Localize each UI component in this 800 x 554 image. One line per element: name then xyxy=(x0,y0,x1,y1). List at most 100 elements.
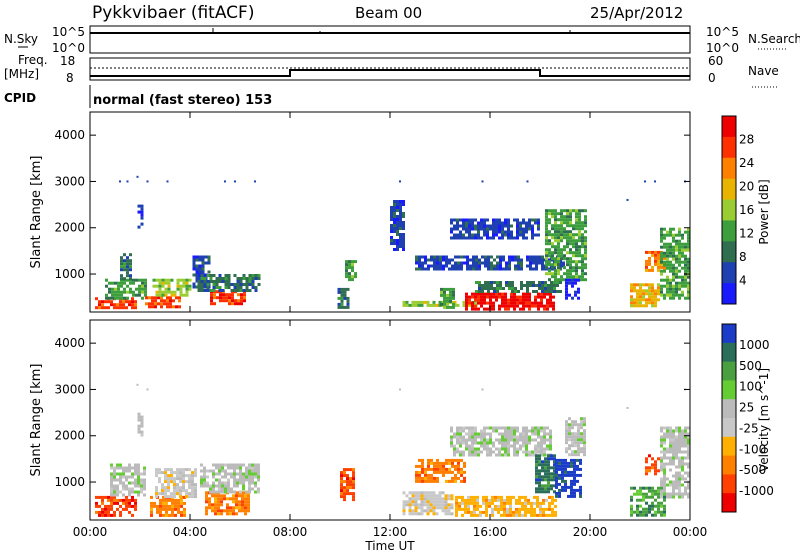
velocity-cell xyxy=(681,441,684,445)
velocity-cell xyxy=(429,497,433,501)
power-cell xyxy=(239,277,243,280)
power-cell xyxy=(496,281,499,284)
power-cell xyxy=(678,245,681,249)
power-cell xyxy=(639,292,642,296)
velocity-cell xyxy=(531,453,534,457)
velocity-cell xyxy=(684,450,687,454)
velocity-cell xyxy=(116,501,119,505)
velocity-cell xyxy=(174,498,177,502)
power-cell xyxy=(535,284,538,287)
velocity-cell xyxy=(573,473,576,477)
power-cell xyxy=(477,224,480,228)
velocity-cell xyxy=(543,441,546,445)
power-cell xyxy=(185,278,189,282)
velocity-cell xyxy=(535,463,538,467)
power-cell xyxy=(439,261,442,265)
velocity-cell xyxy=(167,477,170,481)
power-cell xyxy=(678,257,681,261)
power-cell xyxy=(157,296,160,300)
velocity-cell xyxy=(510,438,513,442)
velocity-cell xyxy=(558,476,561,480)
velocity-cell xyxy=(438,494,442,498)
velocity-cell xyxy=(645,466,648,470)
velocity-cell xyxy=(687,486,690,490)
velocity-cell xyxy=(550,454,553,458)
power-cell xyxy=(198,276,202,280)
power-cell xyxy=(563,266,566,270)
power-cell xyxy=(178,299,181,303)
velocity-cell xyxy=(116,493,119,497)
power-cell xyxy=(128,303,131,307)
power-cell xyxy=(532,261,535,265)
power-cell xyxy=(459,233,462,237)
velocity-cell xyxy=(519,438,522,442)
velocity-cell xyxy=(352,498,355,502)
power-cell xyxy=(456,303,460,307)
velocity-cell xyxy=(444,506,448,510)
velocity-cell xyxy=(173,477,176,481)
power-cell xyxy=(578,224,581,228)
velocity-cell xyxy=(684,456,687,460)
power-cell xyxy=(243,293,246,297)
velocity-cell xyxy=(555,491,558,495)
velocity-cell xyxy=(137,418,141,422)
power-cell xyxy=(179,287,183,291)
velocity-cell xyxy=(573,470,576,474)
velocity-cell xyxy=(544,478,547,482)
velocity-cell xyxy=(486,432,489,436)
power-cell xyxy=(672,284,675,288)
velocity-cell xyxy=(459,438,462,442)
velocity-cell xyxy=(654,492,657,496)
velocity-cell xyxy=(580,417,583,421)
velocity-cell xyxy=(555,473,558,477)
power-cell xyxy=(678,293,681,297)
velocity-cell xyxy=(500,498,503,502)
power-cell xyxy=(396,224,399,227)
velocity-cell xyxy=(528,453,531,457)
velocity-cell xyxy=(642,507,645,511)
velocity-cell xyxy=(402,500,406,504)
velocity-cell xyxy=(137,469,140,473)
velocity-cell xyxy=(122,498,125,502)
velocity-cell xyxy=(408,491,412,495)
power-cell xyxy=(557,212,560,216)
velocity-cell xyxy=(248,478,251,482)
power-cell xyxy=(519,298,522,302)
velocity-cell xyxy=(233,481,236,485)
power-cell xyxy=(663,263,666,267)
velocity-cell xyxy=(577,438,580,442)
velocity-cell xyxy=(205,509,208,513)
velocity-cell xyxy=(451,470,454,474)
power-cell xyxy=(492,218,495,222)
power-cell xyxy=(195,279,199,283)
velocity-cell xyxy=(501,435,504,439)
power-cell xyxy=(172,299,175,303)
power-cell xyxy=(495,224,498,228)
velocity-cell xyxy=(630,507,633,511)
velocity-region xyxy=(555,458,582,498)
power-cell xyxy=(206,289,210,292)
velocity-cell xyxy=(539,510,542,514)
velocity-cell xyxy=(522,429,525,433)
velocity-cell xyxy=(654,513,657,517)
velocity-cell xyxy=(442,470,445,474)
velocity-cell xyxy=(561,485,564,489)
velocity-cell xyxy=(519,444,522,448)
power-cell xyxy=(563,254,566,258)
power-cell xyxy=(446,296,449,300)
velocity-cell xyxy=(513,447,516,451)
power-cell xyxy=(415,261,418,265)
power-cell xyxy=(426,300,430,304)
velocity-cell xyxy=(570,464,573,468)
velocity-cell xyxy=(432,509,436,513)
power-cell xyxy=(169,296,172,300)
velocity-cell xyxy=(568,417,571,421)
power-cell xyxy=(577,296,580,300)
velocity-cell xyxy=(507,453,510,457)
velocity-cell xyxy=(435,494,439,498)
velocity-cell xyxy=(465,444,468,448)
power-cell xyxy=(251,283,255,286)
velocity-cell xyxy=(684,435,687,439)
velocity-cell xyxy=(232,497,235,501)
velocity-cell xyxy=(212,487,215,491)
